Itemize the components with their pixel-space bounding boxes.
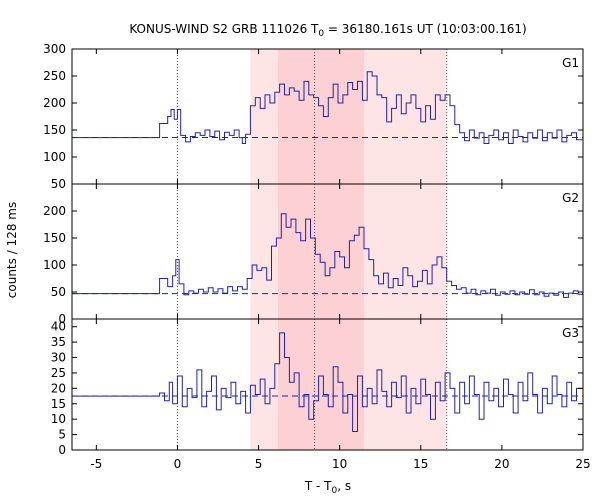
y-tick-label: 50 xyxy=(51,285,66,299)
y-tick-label: 300 xyxy=(43,42,66,56)
series-g2-line xyxy=(72,213,584,298)
y-tick-label: 0 xyxy=(58,443,66,457)
x-tick-label: 25 xyxy=(575,457,590,471)
shade-inner-interval xyxy=(278,184,364,319)
y-tick-label: 200 xyxy=(43,96,66,110)
panel-label: G1 xyxy=(562,56,579,70)
panel-g1: 50 100 150 200 250 300 G1 xyxy=(43,42,584,191)
panel-label: G3 xyxy=(562,326,579,340)
x-tick-label: 0 xyxy=(174,457,182,471)
y-tick-label: 0 xyxy=(58,312,66,326)
y-tick-label: 150 xyxy=(43,123,66,137)
x-tick-label: 15 xyxy=(413,457,428,471)
y-tick-label: 10 xyxy=(51,412,66,426)
panel-frame xyxy=(71,318,584,451)
y-axis-label: counts / 128 ms xyxy=(5,202,19,298)
y-tick-label: 30 xyxy=(51,351,66,365)
x-tick-label: 20 xyxy=(494,457,509,471)
panels-group: 50100150200250300G1050100150200G20510152… xyxy=(43,42,591,471)
shade-inner-interval xyxy=(278,49,364,184)
panel-g2: 0 50 100 150 200 G2 xyxy=(43,183,584,326)
y-tick-label: 25 xyxy=(51,366,66,380)
x-axis-label: T - T0, s xyxy=(304,479,351,496)
x-tick-label: 10 xyxy=(332,457,347,471)
y-tick-label: 100 xyxy=(43,258,66,272)
y-tick-label: 35 xyxy=(51,335,66,349)
y-tick-label: 50 xyxy=(51,177,66,191)
y-tick-label: 40 xyxy=(51,320,66,334)
y-tick-label: 20 xyxy=(51,381,66,395)
y-tick-label: 150 xyxy=(43,231,66,245)
series-g3-line xyxy=(72,332,584,432)
chart-title: KONUS-WIND S2 GRB 111026 T0 = 36180.161s… xyxy=(129,22,526,39)
shade-inner-interval xyxy=(278,319,364,450)
panel-label: G2 xyxy=(562,191,579,205)
y-tick-label: 200 xyxy=(43,204,66,218)
y-tick-label: 5 xyxy=(58,428,66,442)
series-g1-line xyxy=(72,71,584,144)
x-tick-label: -5 xyxy=(90,457,102,471)
y-tick-label: 100 xyxy=(43,150,66,164)
x-tick-label: 5 xyxy=(255,457,263,471)
y-tick-label: 250 xyxy=(43,69,66,83)
y-tick-label: 15 xyxy=(51,397,66,411)
